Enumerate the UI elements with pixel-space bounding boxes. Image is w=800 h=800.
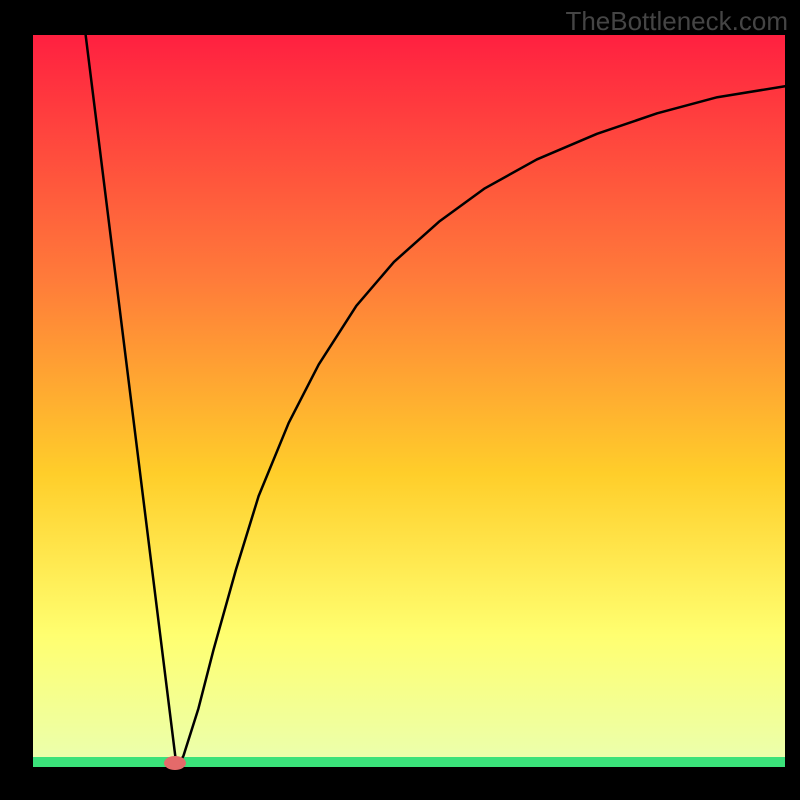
chart-container: TheBottleneck.com <box>0 0 800 800</box>
watermark-text: TheBottleneck.com <box>565 6 788 37</box>
optimum-marker <box>164 756 186 770</box>
curve-path <box>86 35 785 767</box>
bottleneck-curve <box>0 0 800 800</box>
